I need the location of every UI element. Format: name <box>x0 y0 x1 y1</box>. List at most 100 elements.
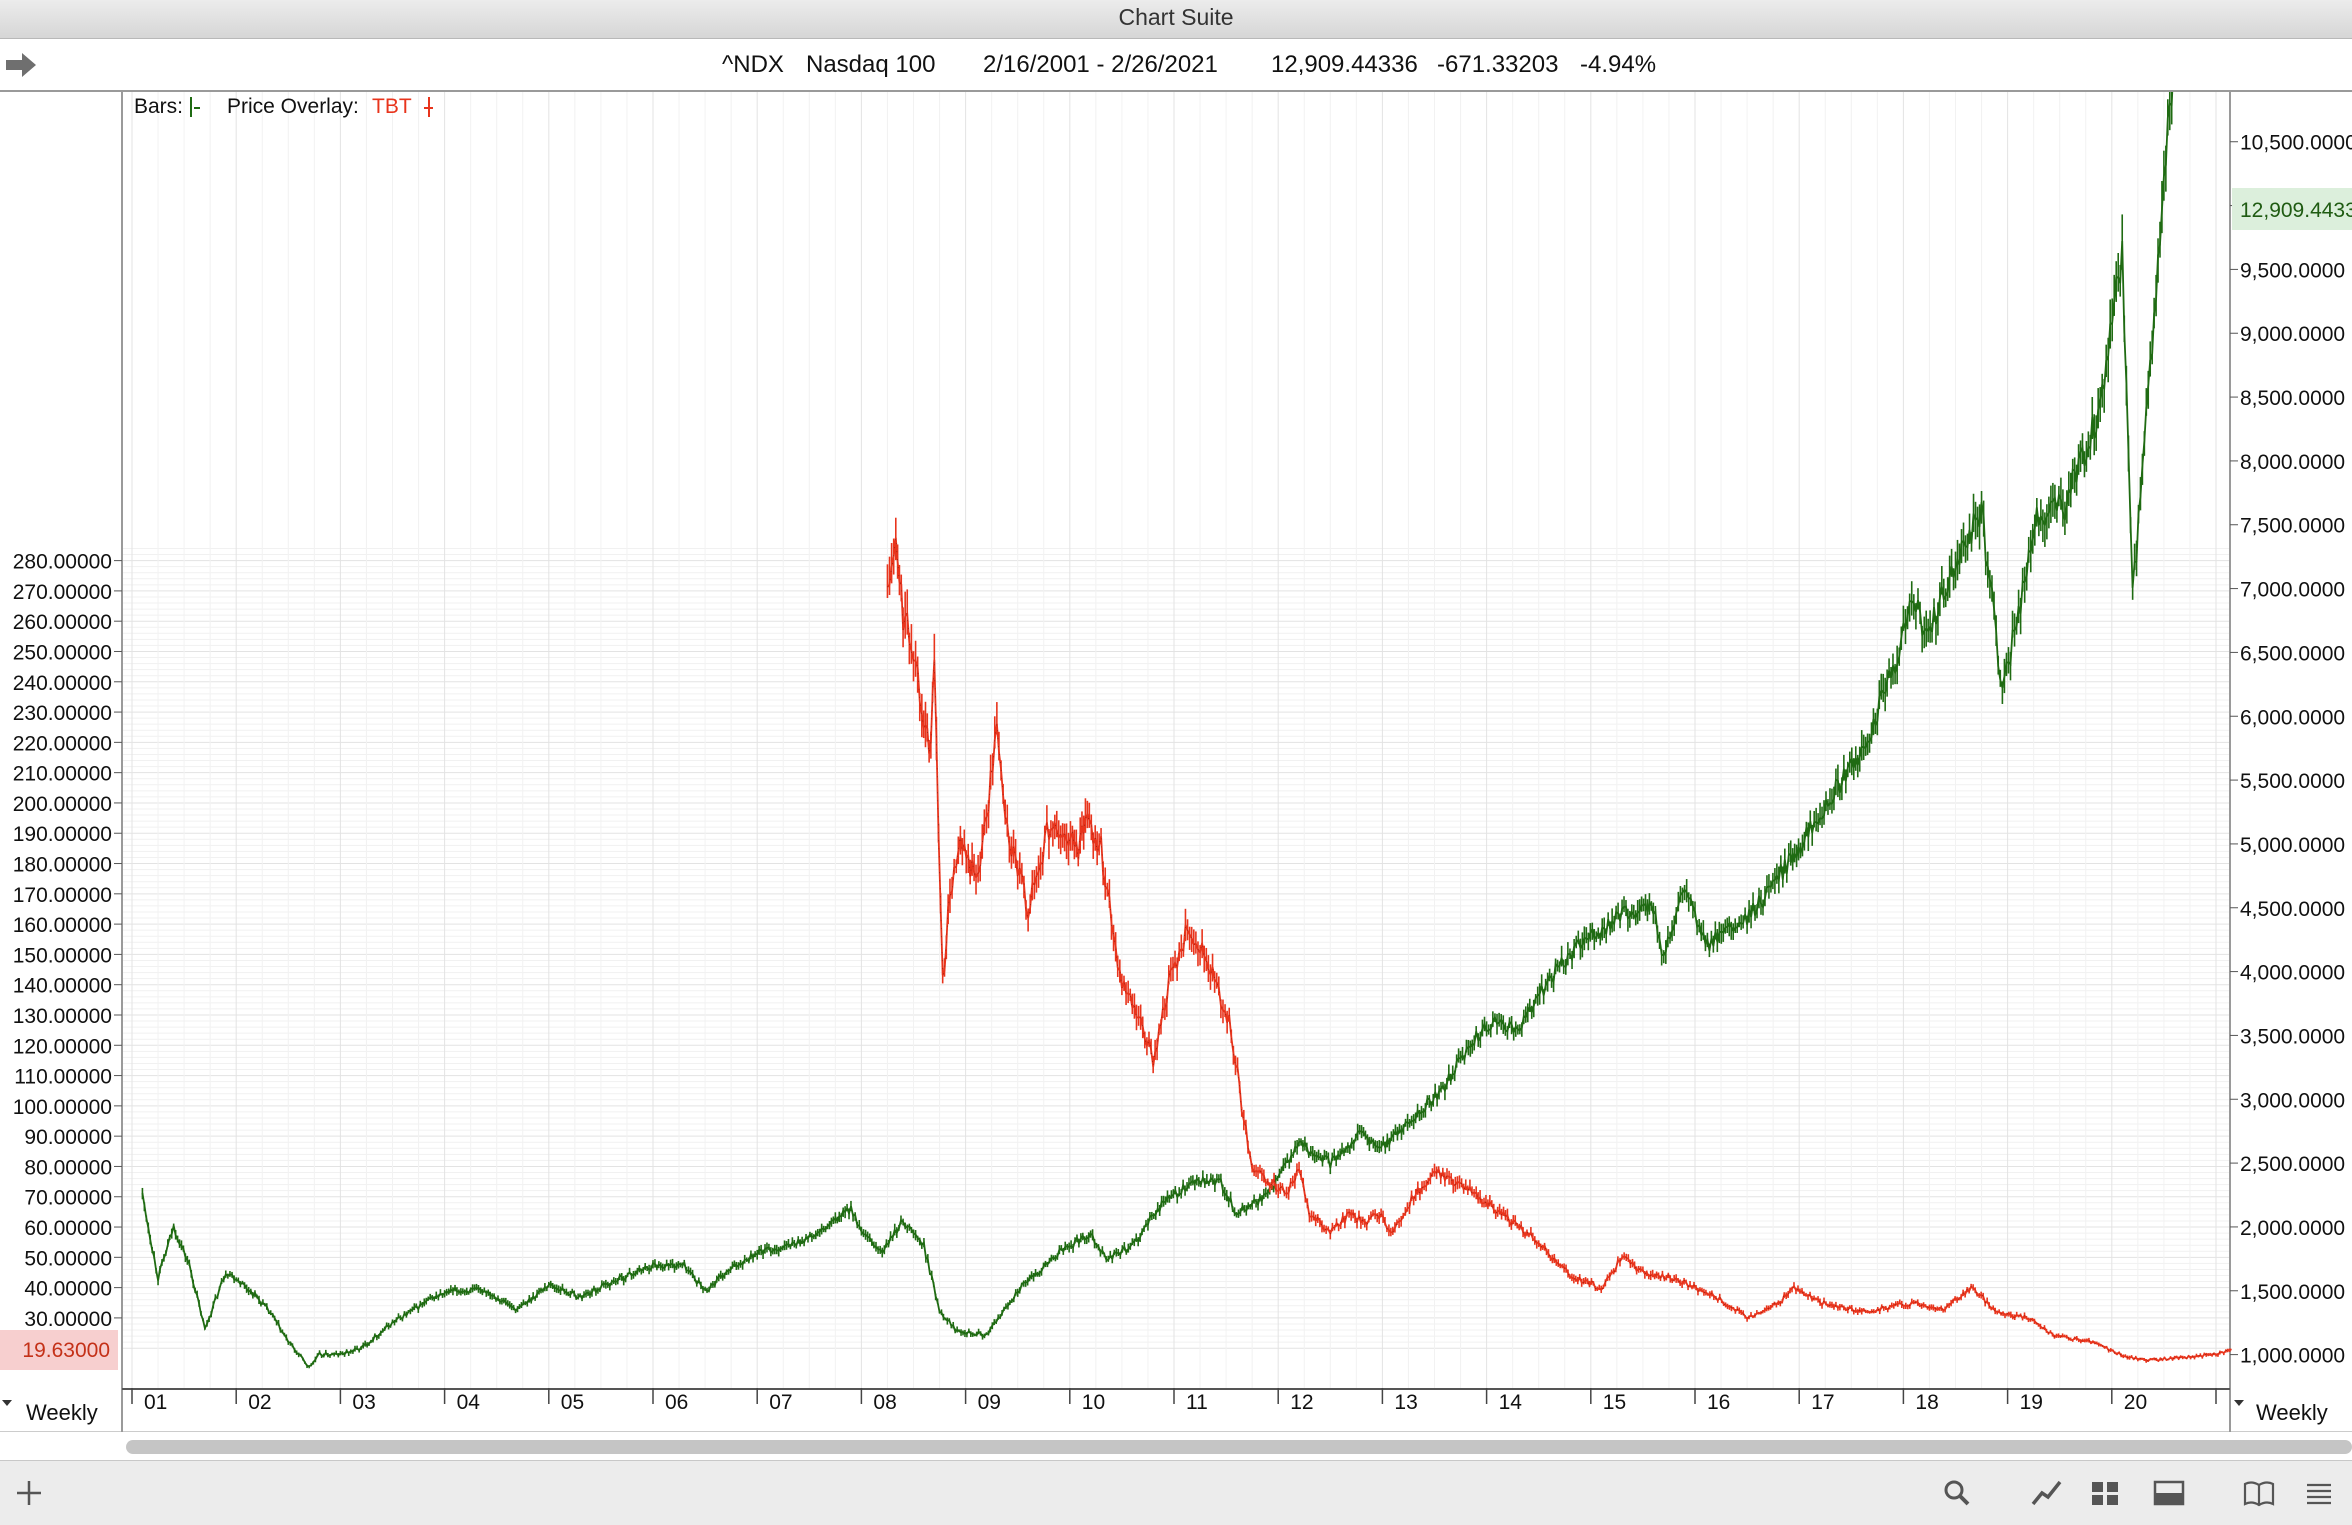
x-axis-tick-label: 14 <box>1499 1391 1523 1414</box>
right-axis-tick-label: 3,000.0000 <box>2240 1089 2345 1112</box>
left-axis-tick-label: 160.00000 <box>13 914 112 937</box>
book-icon[interactable] <box>2242 1476 2276 1510</box>
right-axis-tick-label: 9,500.0000 <box>2240 259 2345 282</box>
ndx-series <box>141 0 2202 1369</box>
left-axis-tick-label: 110.00000 <box>14 1066 112 1089</box>
legend-overlay-label: Price Overlay: <box>227 95 359 118</box>
left-axis-tick-label: 260.00000 <box>13 611 112 634</box>
x-axis-tick-label: 20 <box>2124 1391 2147 1414</box>
left-axis-tick-label: 90.00000 <box>24 1126 112 1149</box>
left-axis-tick-label: 50.00000 <box>24 1247 112 1270</box>
left-axis-tick-label: 200.00000 <box>13 793 112 816</box>
legend-overlay-symbol: TBT <box>372 95 412 118</box>
price-change: -671.33203 <box>1437 51 1559 78</box>
left-axis-tick-label: 220.00000 <box>13 732 112 755</box>
left-axis-tick-label: 280.00000 <box>13 551 112 574</box>
horizontal-scrollbar[interactable] <box>126 1440 2352 1454</box>
chart-area[interactable]: 280.00000 270.00000 260.00000 250.00000 240.… <box>0 0 2352 1433</box>
left-axis-tick-label: 230.00000 <box>13 702 112 725</box>
window-title: Chart Suite <box>0 0 2352 39</box>
symbol-name: Nasdaq 100 <box>806 51 936 78</box>
left-axis-tick-label: 270.00000 <box>13 581 112 604</box>
right-current-value: 12,909.4433 <box>2240 199 2352 222</box>
right-axis-tick-label: 2,500.0000 <box>2240 1153 2345 1176</box>
right-current-value-box <box>2232 188 2352 230</box>
right-axis-tick-label: 7,000.0000 <box>2240 579 2345 602</box>
tbt-series <box>886 517 2232 1363</box>
x-axis: 01 02 03 04 05 06 07 08 09 10 11 12 13 14 15 16 17 18 19 20 <box>131 1388 2217 1414</box>
chart-grid <box>122 92 2230 1388</box>
right-axis-tick-label: 8,000.0000 <box>2240 451 2345 474</box>
left-axis-tick-label: 210.00000 <box>13 763 112 786</box>
period-left-dropdown-icon[interactable] <box>2 1400 12 1406</box>
left-axis-tick-label: 100.00000 <box>13 1096 112 1119</box>
symbol-ticker: ^NDX <box>722 51 784 78</box>
x-axis-tick-label: 19 <box>2020 1391 2043 1414</box>
left-axis-tick-label: 240.00000 <box>13 672 112 695</box>
right-axis-tick-label: 5,500.0000 <box>2240 770 2345 793</box>
menu-icon[interactable] <box>2302 1476 2336 1510</box>
right-axis-tick-label: 1,000.0000 <box>2240 1345 2345 1368</box>
x-axis-tick-label: 08 <box>873 1391 896 1414</box>
price-change-percent: -4.94% <box>1580 51 1657 78</box>
right-axis: 13,500.000012,500.000012,000.000011,500.… <box>2230 4 2352 1368</box>
x-axis-tick-label: 06 <box>665 1391 688 1414</box>
right-axis-tick-label: 2,000.0000 <box>2240 1217 2345 1240</box>
right-axis-tick-label: 7,500.0000 <box>2240 515 2345 538</box>
left-axis-tick-label: 190.00000 <box>13 823 112 846</box>
x-axis-tick-label: 07 <box>769 1391 792 1414</box>
left-axis-tick-label: 120.00000 <box>13 1035 112 1058</box>
panel-icon[interactable] <box>2152 1476 2186 1510</box>
left-axis-tick-label: 170.00000 <box>13 884 112 907</box>
legend-bars-label: Bars: <box>134 95 183 118</box>
right-axis-tick-label: 10,500.0000 <box>2240 132 2352 155</box>
x-axis-tick-label: 05 <box>561 1391 584 1414</box>
date-range: 2/16/2001 - 2/26/2021 <box>983 51 1218 78</box>
left-axis-tick-label: 140.00000 <box>13 975 112 998</box>
left-axis-tick-label: 40.00000 <box>24 1278 112 1301</box>
left-axis-tick-label: 30.00000 <box>24 1308 112 1331</box>
x-axis-tick-label: 09 <box>978 1391 1001 1414</box>
left-axis: 280.00000 270.00000 260.00000 250.00000 240.… <box>13 551 122 1331</box>
left-axis-tick-label: 250.00000 <box>13 641 112 664</box>
x-axis-tick-label: 16 <box>1707 1391 1730 1414</box>
left-axis-tick-label: 70.00000 <box>24 1187 112 1210</box>
left-axis-tick-label: 80.00000 <box>24 1156 112 1179</box>
bottom-toolbar <box>0 1460 2352 1525</box>
grid-icon[interactable] <box>2088 1476 2122 1510</box>
search-icon[interactable] <box>1940 1476 1974 1510</box>
chart-style-icon[interactable] <box>2030 1476 2064 1510</box>
left-current-value-box <box>0 1330 118 1370</box>
right-axis-tick-label: 4,500.0000 <box>2240 898 2345 921</box>
right-axis-tick-label: 6,000.0000 <box>2240 706 2345 729</box>
left-axis-tick-label: 150.00000 <box>13 944 112 967</box>
x-axis-tick-label: 18 <box>1915 1391 1938 1414</box>
x-axis-tick-label: 17 <box>1811 1391 1834 1414</box>
period-right[interactable]: Weekly <box>2256 1400 2328 1425</box>
x-axis-tick-label: 15 <box>1603 1391 1626 1414</box>
symbol-info-bar: ^NDX Nasdaq 100 2/16/2001 - 2/26/2021 12… <box>0 39 2352 92</box>
x-axis-tick-label: 03 <box>352 1391 375 1414</box>
right-axis-tick-label: 9,000.0000 <box>2240 323 2345 346</box>
right-axis-tick-label: 3,500.0000 <box>2240 1025 2345 1048</box>
left-current-value: 19.63000 <box>22 1339 110 1362</box>
price-chart[interactable]: 280.00000 270.00000 260.00000 250.00000 240.… <box>0 0 2352 1433</box>
x-axis-tick-label: 10 <box>1082 1391 1105 1414</box>
x-axis-tick-label: 13 <box>1394 1391 1417 1414</box>
last-price: 12,909.44336 <box>1271 51 1418 78</box>
tbt-series-ticks <box>887 537 2232 1362</box>
period-left[interactable]: Weekly <box>26 1400 98 1425</box>
right-axis-tick-label: 8,500.0000 <box>2240 387 2345 410</box>
ndx-series-line <box>141 0 2202 1368</box>
x-axis-tick-label: 11 <box>1186 1391 1208 1414</box>
left-axis-tick-label: 130.00000 <box>13 1005 112 1028</box>
right-axis-tick-label: 6,500.0000 <box>2240 642 2345 665</box>
forward-arrow-icon[interactable] <box>4 52 38 78</box>
x-axis-tick-label: 12 <box>1290 1391 1313 1414</box>
x-axis-tick-label: 04 <box>457 1391 481 1414</box>
series-layer <box>141 0 2232 1369</box>
add-icon[interactable] <box>12 1476 46 1510</box>
left-axis-tick-label: 180.00000 <box>13 854 112 877</box>
x-axis-tick-label: 01 <box>144 1391 167 1414</box>
period-right-dropdown-icon[interactable] <box>2234 1400 2244 1406</box>
